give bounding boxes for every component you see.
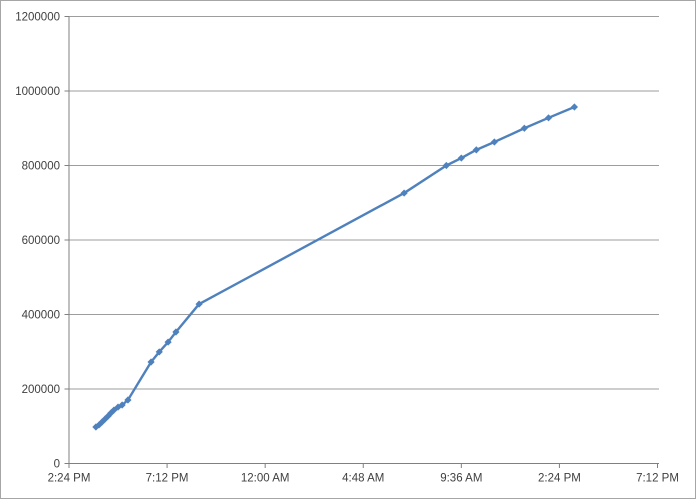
x-axis-label: 2:24 PM	[538, 473, 581, 485]
x-axis-label: 7:12 PM	[146, 473, 189, 485]
y-axis-label: 1200000	[15, 12, 60, 24]
y-axis-label: 0	[54, 459, 60, 471]
y-axis-label: 600000	[22, 235, 60, 247]
data-point-marker	[114, 403, 122, 411]
data-point-marker	[147, 358, 155, 366]
data-point-marker	[95, 421, 103, 429]
data-point-marker	[457, 154, 465, 162]
x-axis-label: 4:48 AM	[342, 473, 384, 485]
data-point-marker	[490, 138, 498, 146]
y-axis-label: 1000000	[15, 86, 60, 98]
y-axis-label: 800000	[22, 161, 60, 173]
data-point-marker	[172, 328, 180, 336]
x-axis-label: 7:12 PM	[636, 473, 679, 485]
data-point-marker	[124, 396, 132, 404]
data-point-marker	[472, 146, 480, 154]
x-axis-label: 9:36 AM	[440, 473, 482, 485]
data-point-marker	[195, 300, 203, 308]
y-axis-label: 400000	[22, 310, 60, 322]
data-point-marker	[118, 401, 126, 409]
data-point-marker	[400, 189, 408, 197]
x-axis-label: 12:00 AM	[241, 473, 290, 485]
data-point-marker	[104, 412, 112, 420]
data-point-marker	[570, 103, 579, 111]
x-axis-label: 2:24 PM	[48, 473, 91, 485]
data-point-marker	[544, 114, 553, 122]
y-axis-label: 200000	[22, 384, 60, 396]
data-point-marker	[110, 406, 118, 414]
data-point-marker	[520, 124, 528, 132]
data-point-marker	[164, 338, 172, 346]
data-point-marker	[155, 348, 163, 356]
series-line	[94, 105, 576, 429]
data-point-marker	[442, 161, 450, 170]
